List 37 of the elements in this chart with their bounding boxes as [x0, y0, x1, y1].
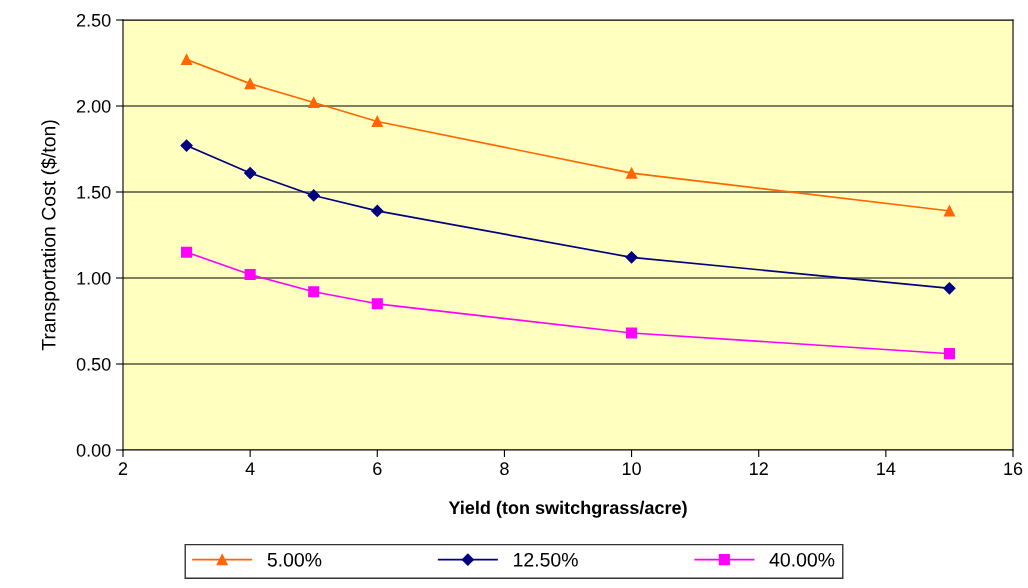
- point: [371, 204, 384, 218]
- y-tick-label: 2.00: [76, 99, 111, 113]
- x-tick-label: 2: [118, 462, 128, 475]
- x-axis-title: Yield (ton switchgrass/acre): [448, 500, 687, 518]
- x-tick-label: 10: [622, 462, 641, 476]
- point: [371, 298, 383, 310]
- legend-label: 12.50%: [514, 552, 578, 567]
- point: [626, 327, 638, 339]
- point: [180, 139, 193, 152]
- point: [244, 166, 257, 180]
- y-tick-label: 0.00: [76, 443, 111, 457]
- legend-label: 40.00%: [769, 552, 835, 567]
- point: [307, 189, 320, 202]
- point: [181, 54, 193, 66]
- point: [308, 97, 320, 109]
- point: [244, 78, 256, 90]
- y-axis-title: Transportation Cost ($/ton): [40, 120, 60, 351]
- point: [943, 348, 955, 360]
- y-tick-label: 0.50: [76, 357, 111, 371]
- x-tick-label: 14: [877, 462, 896, 475]
- x-tick-label: 16: [1004, 462, 1023, 476]
- x-tick-label: 8: [500, 462, 509, 476]
- x-tick-label: 12: [750, 462, 768, 475]
- x-tick-label: 6: [373, 462, 382, 476]
- y-tick-label: 1.00: [77, 271, 111, 285]
- point: [371, 115, 383, 128]
- x-tick-label: 4: [245, 462, 255, 475]
- legend-label: 5.00%: [267, 552, 322, 567]
- point: [943, 205, 955, 217]
- point: [308, 286, 320, 298]
- point: [625, 251, 638, 264]
- point: [943, 282, 956, 295]
- point: [181, 246, 193, 258]
- y-tick-label: 1.50: [77, 185, 111, 199]
- y-tick-label: 2.50: [76, 13, 111, 27]
- point: [626, 167, 638, 179]
- point: [244, 269, 256, 281]
